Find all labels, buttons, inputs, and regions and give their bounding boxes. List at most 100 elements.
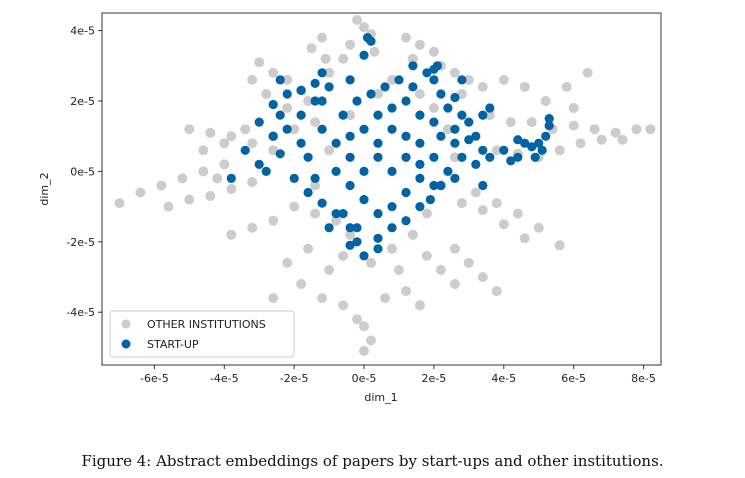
scatter-point <box>387 124 397 134</box>
scatter-point <box>449 67 460 78</box>
scatter-point <box>428 46 439 57</box>
scatter-point <box>450 173 460 183</box>
scatter-point <box>317 68 327 78</box>
scatter-point <box>310 78 320 88</box>
scatter-point <box>352 96 362 106</box>
scatter-point <box>491 145 502 156</box>
scatter-point <box>457 75 467 85</box>
scatter-point <box>282 124 292 134</box>
scatter-point <box>345 131 355 141</box>
plot-frame <box>101 12 662 366</box>
scatter-point <box>261 166 271 176</box>
x-tick-label: 2e-5 <box>422 372 447 385</box>
series-start-up <box>226 33 554 261</box>
scatter-point <box>345 39 356 50</box>
scatter-point <box>575 138 586 149</box>
scatter-point <box>512 208 523 219</box>
y-tick-label: -2e-5 <box>66 236 95 249</box>
scatter-point <box>491 286 502 297</box>
scatter-point <box>491 198 502 209</box>
scatter-point <box>387 103 397 113</box>
scatter-point <box>184 124 195 135</box>
scatter-point <box>369 46 380 57</box>
scatter-point <box>415 202 425 212</box>
scatter-point <box>457 152 467 162</box>
scatter-point <box>205 191 216 201</box>
scatter-point <box>450 124 460 134</box>
scatter-point <box>464 135 474 145</box>
scatter-point <box>114 198 125 209</box>
plot-background <box>102 13 661 365</box>
scatter-point <box>414 39 425 50</box>
scatter-point <box>499 145 509 155</box>
scatter-point <box>519 233 530 244</box>
scatter-point <box>212 173 223 184</box>
scatter-point <box>184 194 195 205</box>
scatter-point <box>331 215 342 226</box>
scatter-point <box>177 173 188 184</box>
scatter-point <box>401 187 411 198</box>
scatter-point <box>449 279 460 289</box>
scatter-point <box>359 321 369 332</box>
scatter-point <box>463 74 474 85</box>
scatter-point <box>554 240 565 251</box>
y-axis-label: dim_2 <box>38 172 51 205</box>
scatter-point <box>366 36 376 46</box>
scatter-point <box>527 142 537 152</box>
scatter-point <box>282 74 293 85</box>
series-other-institutions <box>114 15 656 356</box>
scatter-point <box>373 152 383 162</box>
scatter-point <box>205 127 216 138</box>
scatter-point <box>477 205 488 216</box>
scatter-point <box>449 152 460 163</box>
scatter-point <box>338 209 348 219</box>
scatter-point <box>359 166 369 176</box>
scatter-point <box>254 57 265 68</box>
scatter-point <box>268 67 279 78</box>
scatter-point <box>282 89 292 99</box>
scatter-point <box>436 131 446 141</box>
scatter-point <box>310 208 321 219</box>
scatter-point <box>456 89 467 99</box>
scatter-point <box>324 265 335 275</box>
scatter-point <box>310 173 320 183</box>
scatter-point <box>380 293 390 304</box>
scatter-point <box>422 68 432 78</box>
scatter-point <box>268 215 279 226</box>
scatter-point <box>317 198 327 208</box>
scatter-point <box>198 166 209 177</box>
scatter-point <box>373 138 383 148</box>
scatter-point <box>432 61 442 71</box>
scatter-point <box>373 89 383 99</box>
x-tick-label: 8e-5 <box>631 372 656 385</box>
scatter-point <box>582 67 593 78</box>
scatter-point <box>352 237 362 247</box>
scatter-point <box>338 53 349 64</box>
scatter-point <box>506 156 516 166</box>
scatter-point <box>401 32 411 43</box>
scatter-point <box>303 187 313 198</box>
scatter-point <box>163 201 174 212</box>
scatter-point <box>320 53 331 64</box>
scatter-point <box>617 134 628 145</box>
scatter-point <box>414 89 425 99</box>
scatter-point <box>331 138 341 148</box>
scatter-point <box>219 138 230 149</box>
scatter-point <box>520 138 530 148</box>
scatter-point <box>345 229 356 240</box>
scatter-point <box>436 89 446 99</box>
scatter-point <box>359 251 369 261</box>
scatter-point <box>219 159 230 170</box>
scatter-point <box>415 173 425 183</box>
scatter-point <box>478 145 488 155</box>
scatter-point <box>247 74 258 85</box>
scatter-point <box>296 85 306 95</box>
scatter-point <box>387 74 397 85</box>
scatter-point <box>254 159 264 169</box>
scatter-point <box>247 138 258 149</box>
scatter-point <box>498 219 509 230</box>
scatter-point <box>631 124 642 135</box>
scatter-point <box>338 110 348 120</box>
scatter-point <box>485 152 495 162</box>
scatter-point <box>387 202 397 212</box>
